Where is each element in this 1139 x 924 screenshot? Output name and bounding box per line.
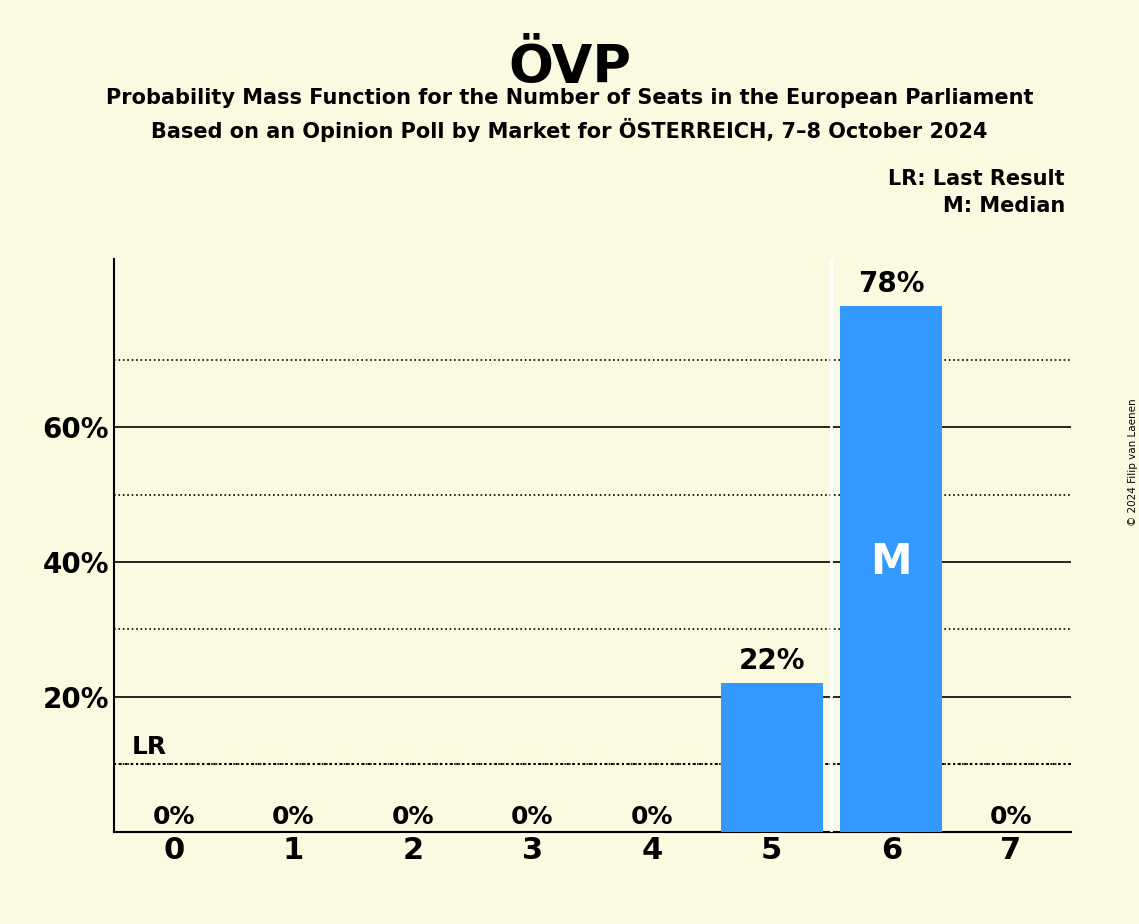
Text: LR: Last Result: LR: Last Result — [888, 169, 1065, 189]
Bar — [841, 306, 942, 832]
Text: 0%: 0% — [153, 805, 195, 829]
Text: 0%: 0% — [990, 805, 1032, 829]
Text: © 2024 Filip van Laenen: © 2024 Filip van Laenen — [1129, 398, 1138, 526]
Text: 22%: 22% — [738, 647, 805, 675]
Text: 0%: 0% — [631, 805, 673, 829]
Text: 0%: 0% — [392, 805, 434, 829]
Text: M: Median: M: Median — [943, 196, 1065, 216]
Text: Based on an Opinion Poll by Market for ÖSTERREICH, 7–8 October 2024: Based on an Opinion Poll by Market for Ö… — [151, 118, 988, 142]
Text: 0%: 0% — [272, 805, 314, 829]
Text: ÖVP: ÖVP — [508, 42, 631, 93]
Text: M: M — [870, 541, 912, 583]
Text: 78%: 78% — [858, 270, 925, 298]
Bar — [721, 684, 822, 832]
Text: 0%: 0% — [511, 805, 554, 829]
Text: Probability Mass Function for the Number of Seats in the European Parliament: Probability Mass Function for the Number… — [106, 88, 1033, 108]
Text: LR: LR — [132, 735, 167, 759]
